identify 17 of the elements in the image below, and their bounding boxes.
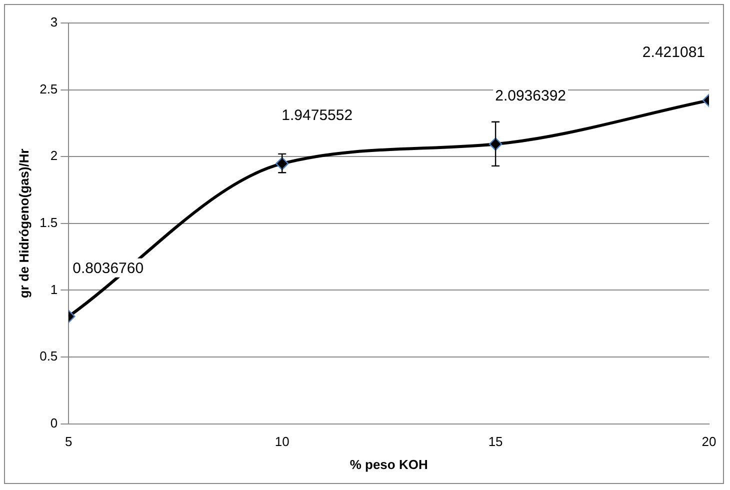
y-tick-label: 2 — [50, 148, 58, 164]
data-label: 2.421081 — [642, 44, 706, 61]
y-tick-label: 0 — [50, 415, 58, 430]
x-tick-label: 10 — [274, 434, 290, 450]
x-tick-label: 5 — [65, 434, 72, 450]
y-axis-title: gr de Hidrógeno(gas)/Hr — [16, 148, 32, 298]
y-tick-label: 1.5 — [40, 214, 58, 230]
y-tick-label: 0.5 — [40, 348, 58, 364]
y-tick-label: 2.5 — [40, 81, 58, 96]
x-tick-label: 15 — [488, 434, 503, 450]
x-tick-label: 20 — [702, 434, 716, 450]
x-axis-title: % peso KOH — [350, 456, 428, 472]
data-label: 2.0936392 — [495, 88, 566, 105]
y-tick-label: 3 — [50, 14, 58, 30]
y-tick-label: 1 — [50, 282, 58, 297]
data-label: 1.9475552 — [282, 107, 353, 124]
data-label: 0.8036760 — [72, 260, 144, 278]
